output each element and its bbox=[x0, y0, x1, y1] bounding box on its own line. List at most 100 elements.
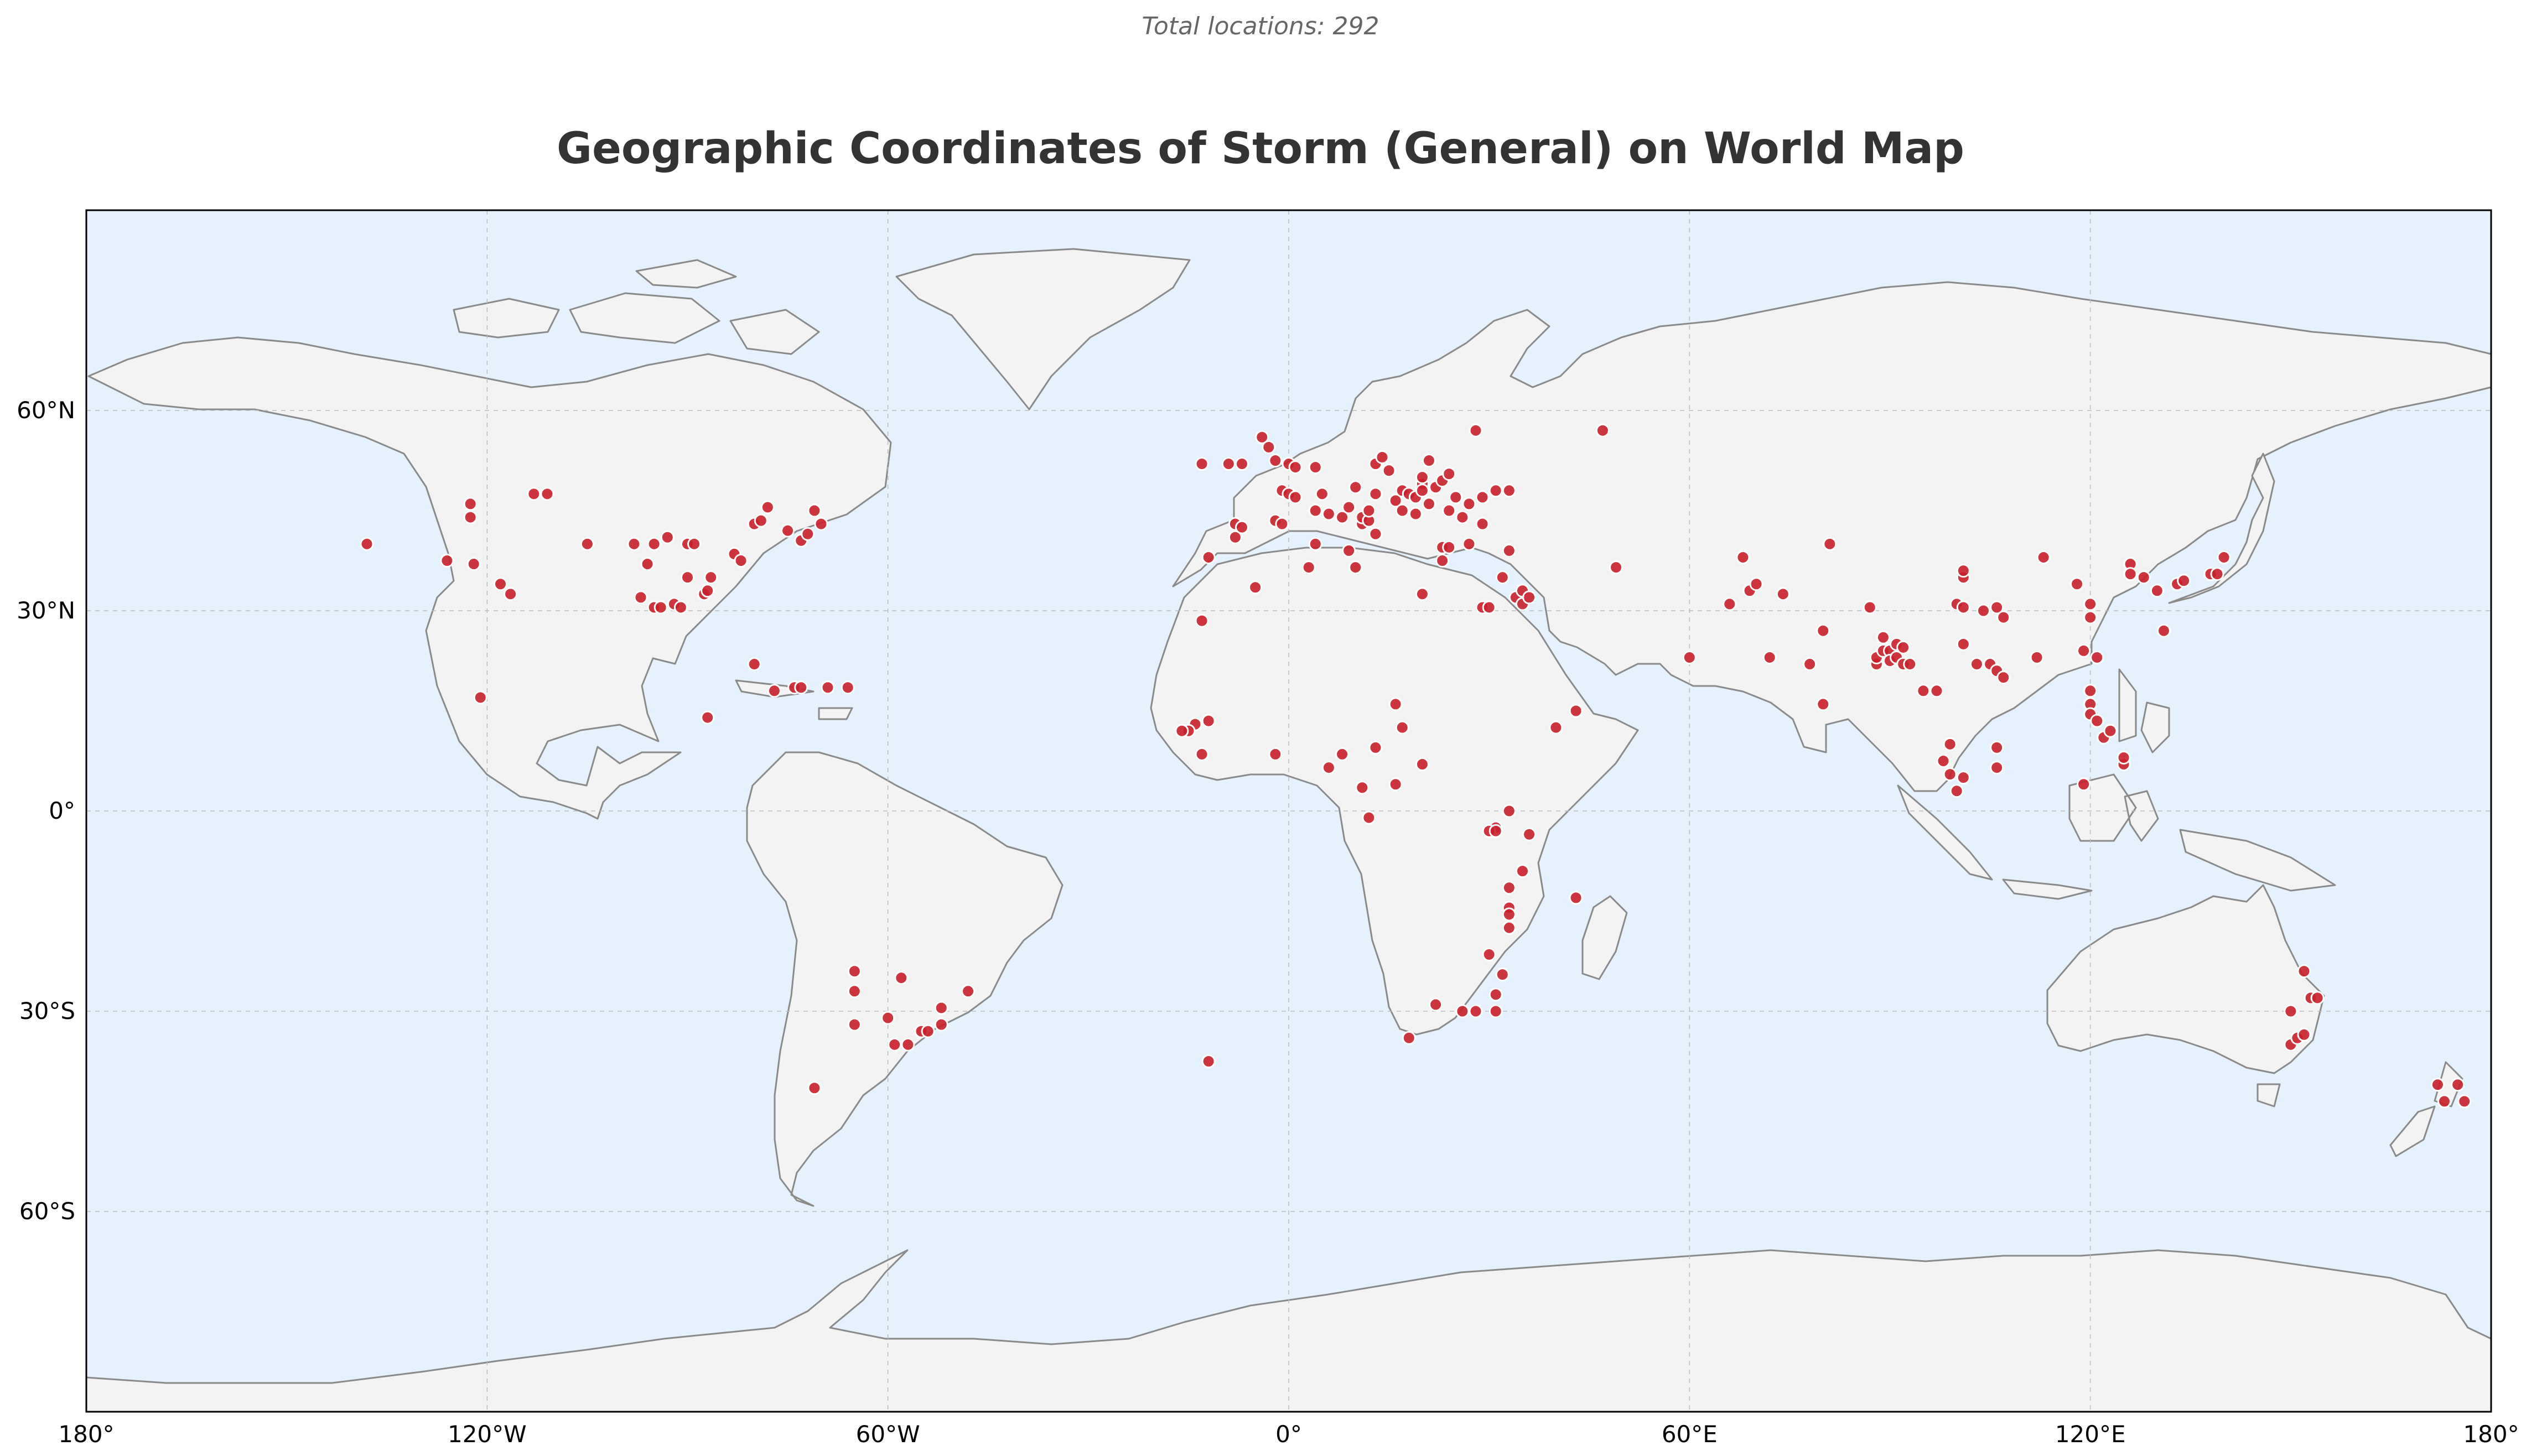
location-marker bbox=[463, 510, 478, 524]
location-marker bbox=[794, 680, 808, 695]
location-marker bbox=[1301, 560, 1316, 575]
location-marker bbox=[1996, 670, 2011, 685]
location-marker bbox=[841, 680, 855, 695]
location-marker bbox=[1469, 423, 1483, 438]
location-marker bbox=[1462, 497, 1476, 511]
map-subtitle: Total locations: 292 bbox=[1142, 12, 1379, 40]
location-marker bbox=[2210, 567, 2224, 581]
location-marker bbox=[1449, 490, 1463, 505]
location-marker bbox=[1262, 440, 1276, 454]
location-marker bbox=[1609, 560, 1623, 575]
location-marker bbox=[1475, 490, 1490, 505]
location-marker bbox=[1682, 650, 1697, 664]
location-marker bbox=[2103, 724, 2118, 738]
location-marker bbox=[1502, 804, 1516, 818]
location-marker bbox=[2123, 567, 2138, 581]
x-tick-label: 60°E bbox=[1662, 1421, 1718, 1448]
location-marker bbox=[1395, 720, 1409, 735]
location-marker bbox=[1475, 517, 1490, 531]
y-tick-label: 30°N bbox=[17, 597, 75, 624]
land-arctic-islands bbox=[453, 259, 820, 355]
location-marker bbox=[1422, 454, 1436, 467]
location-marker bbox=[1442, 540, 1456, 554]
land-australia bbox=[2046, 884, 2325, 1107]
location-marker bbox=[821, 680, 835, 695]
location-marker bbox=[1595, 423, 1610, 438]
location-marker bbox=[1488, 824, 1503, 838]
x-tick-label: 180° bbox=[2463, 1421, 2519, 1448]
location-marker bbox=[1415, 587, 1429, 601]
location-marker bbox=[2077, 777, 2091, 792]
location-marker bbox=[801, 527, 815, 541]
location-marker bbox=[2284, 1004, 2298, 1018]
location-marker bbox=[921, 1024, 935, 1038]
y-tick-label: 60°N bbox=[17, 397, 75, 424]
location-marker bbox=[1321, 761, 1336, 775]
location-marker bbox=[1502, 907, 1516, 922]
location-marker bbox=[1362, 810, 1376, 825]
location-marker bbox=[1382, 464, 1396, 478]
land-greenland bbox=[895, 248, 1191, 410]
location-marker bbox=[1522, 590, 1537, 605]
location-marker bbox=[1201, 550, 1216, 564]
location-marker bbox=[1375, 450, 1389, 464]
location-marker bbox=[767, 684, 781, 698]
location-marker bbox=[1175, 724, 1189, 738]
location-marker bbox=[1977, 604, 1991, 618]
location-marker bbox=[1943, 767, 1957, 782]
location-marker bbox=[2451, 1078, 2465, 1092]
location-marker bbox=[1195, 457, 1209, 471]
location-marker bbox=[640, 557, 655, 571]
location-marker bbox=[2430, 1078, 2445, 1092]
location-marker bbox=[807, 1081, 822, 1095]
location-marker bbox=[1549, 720, 1563, 735]
location-marker bbox=[647, 537, 661, 551]
location-marker bbox=[1201, 714, 1216, 728]
location-marker bbox=[1408, 507, 1423, 521]
location-marker bbox=[2090, 714, 2104, 728]
location-marker bbox=[1956, 564, 1970, 578]
location-marker bbox=[1863, 600, 1877, 615]
location-marker bbox=[961, 984, 976, 999]
location-marker bbox=[1569, 891, 1583, 905]
location-marker bbox=[2217, 550, 2231, 564]
location-marker bbox=[2437, 1094, 2451, 1109]
location-marker bbox=[1488, 1004, 1503, 1018]
location-marker bbox=[1990, 600, 2004, 615]
location-marker bbox=[1234, 457, 1249, 471]
location-marker bbox=[1956, 600, 1970, 615]
location-marker bbox=[894, 971, 909, 985]
location-marker bbox=[1516, 864, 1530, 878]
x-tick-label: 120°W bbox=[448, 1421, 527, 1448]
location-marker bbox=[934, 1017, 948, 1032]
location-marker bbox=[934, 1001, 948, 1015]
location-marker bbox=[2177, 574, 2191, 588]
y-tick-label: 30°S bbox=[19, 997, 75, 1025]
location-marker bbox=[1355, 781, 1370, 795]
land-eurasia bbox=[1172, 281, 2492, 792]
location-marker bbox=[653, 600, 668, 615]
location-marker bbox=[673, 600, 688, 615]
location-marker bbox=[1228, 530, 1242, 544]
location-marker bbox=[1342, 500, 1356, 514]
location-marker bbox=[1455, 1004, 1470, 1018]
location-marker bbox=[1522, 827, 1537, 841]
location-marker bbox=[1308, 537, 1322, 551]
location-marker bbox=[540, 487, 554, 501]
location-marker bbox=[1255, 430, 1269, 444]
y-tick-label: 0° bbox=[49, 797, 75, 824]
location-marker bbox=[466, 557, 481, 571]
location-marker bbox=[2083, 610, 2098, 625]
location-marker bbox=[2150, 584, 2164, 598]
location-marker bbox=[1415, 483, 1429, 498]
location-marker bbox=[1469, 1004, 1483, 1018]
location-markers bbox=[360, 423, 2472, 1109]
x-tick-label: 180° bbox=[58, 1421, 114, 1448]
location-marker bbox=[1195, 613, 1209, 628]
location-marker bbox=[1903, 657, 1917, 672]
location-marker bbox=[1749, 577, 1763, 591]
location-marker bbox=[1362, 503, 1376, 518]
x-axis-ticks: 180° 120°W 60°W 0° 60°E 120°E 180° bbox=[58, 1421, 2519, 1448]
location-marker bbox=[1502, 881, 1516, 895]
location-marker bbox=[847, 984, 862, 999]
